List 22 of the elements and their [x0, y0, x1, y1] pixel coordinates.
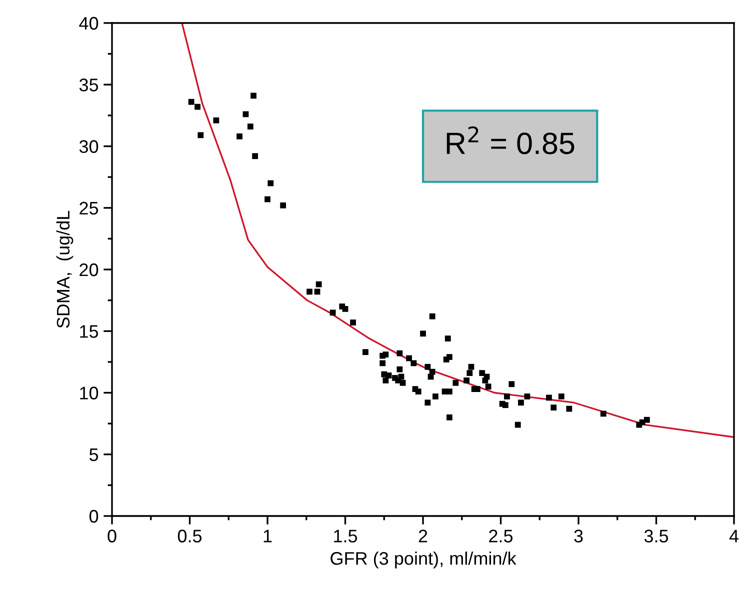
x-tick-label: 1	[264, 530, 272, 542]
line-series	[181, 23, 734, 438]
y-tick-label: 35	[79, 78, 98, 92]
y-tick-label: 5	[89, 448, 98, 462]
x-tick-label: 2.5	[489, 530, 513, 542]
y-tick-label: 25	[80, 202, 98, 215]
x-tick-label: 4	[729, 530, 738, 542]
y-tick-label: 40	[79, 16, 98, 30]
x-tick-label: 0	[108, 530, 116, 542]
annotation: R$^{2}$ = 0.85	[446, 126, 574, 154]
y-tick-label: 10	[80, 386, 98, 400]
x-tick-label: 3	[574, 530, 583, 542]
x-tick-label: 1.5	[334, 530, 358, 542]
y-axis-title: SDMA, (ug/dL	[56, 210, 74, 328]
x-axis-title: GFR (3 point), ml/min/k	[330, 552, 516, 568]
y-tick-label: 0	[89, 510, 98, 523]
y-tick-label: 20	[80, 263, 98, 276]
x-tick-label: 3.5	[644, 530, 668, 542]
y-tick-label: 15	[80, 325, 98, 338]
y-tick-label: 30	[79, 140, 98, 153]
x-tick-label: 0.5	[178, 530, 202, 542]
x-tick-label: 2	[418, 530, 428, 542]
